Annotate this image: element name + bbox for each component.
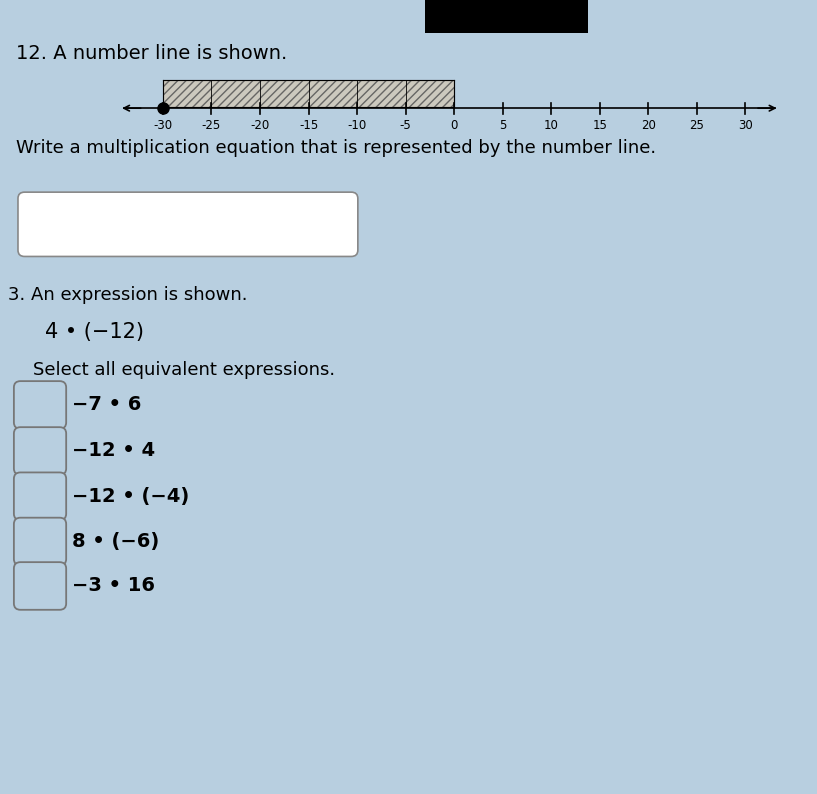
Text: −12 • 4: −12 • 4 (72, 441, 155, 461)
Text: 4 • (−12): 4 • (−12) (45, 322, 144, 341)
FancyBboxPatch shape (18, 192, 358, 256)
Text: -25: -25 (202, 118, 221, 132)
Text: -10: -10 (347, 118, 367, 132)
Text: -20: -20 (250, 118, 270, 132)
FancyBboxPatch shape (14, 562, 66, 610)
Text: 8 • (−6): 8 • (−6) (72, 532, 159, 551)
Text: 15: 15 (592, 118, 607, 132)
Text: -5: -5 (400, 118, 412, 132)
Text: Write a multiplication equation that is represented by the number line.: Write a multiplication equation that is … (16, 139, 657, 157)
Text: 25: 25 (690, 118, 704, 132)
Text: -15: -15 (299, 118, 318, 132)
Bar (425, 0, 588, 33)
Text: 12. A number line is shown.: 12. A number line is shown. (16, 44, 288, 63)
Text: −12 • (−4): −12 • (−4) (72, 487, 190, 506)
Text: Select all equivalent expressions.: Select all equivalent expressions. (33, 361, 335, 380)
Text: 30: 30 (738, 118, 752, 132)
FancyBboxPatch shape (14, 427, 66, 475)
Bar (163, 80, 454, 106)
FancyBboxPatch shape (14, 518, 66, 565)
Text: 20: 20 (641, 118, 656, 132)
Text: 5: 5 (499, 118, 507, 132)
Text: −3 • 16: −3 • 16 (72, 576, 155, 596)
Text: 10: 10 (544, 118, 559, 132)
Text: 3. An expression is shown.: 3. An expression is shown. (8, 286, 248, 304)
FancyBboxPatch shape (14, 472, 66, 520)
Text: -30: -30 (154, 118, 172, 132)
Text: 0: 0 (450, 118, 458, 132)
Text: −7 • 6: −7 • 6 (72, 395, 141, 414)
FancyBboxPatch shape (14, 381, 66, 429)
